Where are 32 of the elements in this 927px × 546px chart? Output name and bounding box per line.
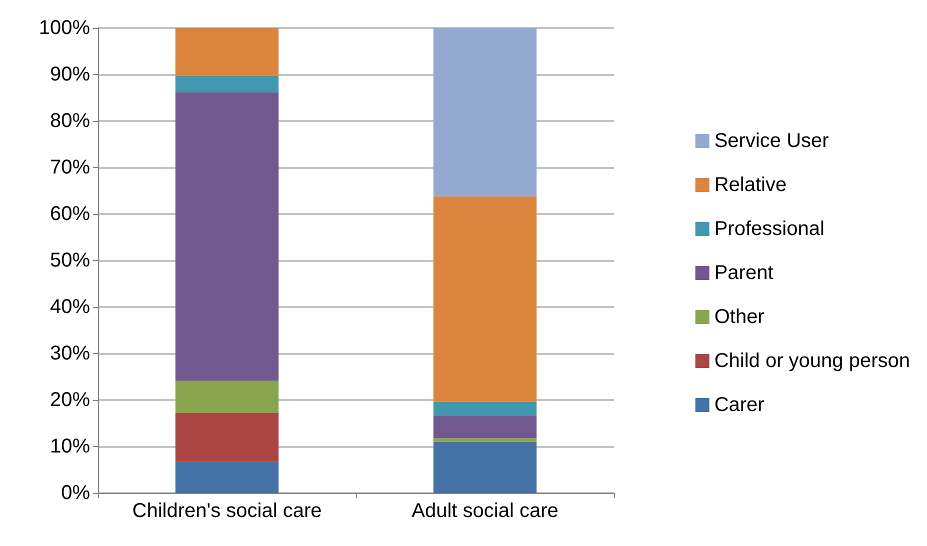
y-tick-label: 50% xyxy=(50,250,90,272)
bar xyxy=(175,413,279,462)
legend-label: Service User xyxy=(714,130,830,152)
bar xyxy=(175,462,279,493)
bar xyxy=(433,442,537,493)
legend-label: Child or young person xyxy=(714,350,910,372)
bar xyxy=(175,76,279,92)
bar xyxy=(433,438,537,442)
y-tick-label: 70% xyxy=(50,156,90,178)
x-tick-label: Children's social care xyxy=(132,500,322,522)
bar xyxy=(433,196,537,402)
bar xyxy=(175,380,279,414)
y-tick-label: 90% xyxy=(50,64,90,86)
bar xyxy=(433,415,537,438)
legend-label: Other xyxy=(714,306,765,328)
y-tick-label: 40% xyxy=(50,296,90,318)
y-tick-label: 80% xyxy=(50,110,90,132)
legend-label: Relative xyxy=(714,174,787,196)
y-tick-label: 30% xyxy=(50,342,90,364)
y-tick-label: 60% xyxy=(50,203,90,225)
y-tick-label: 10% xyxy=(50,436,90,458)
y-tick-label: 100% xyxy=(38,17,90,39)
bar xyxy=(175,92,279,381)
legend-label: Carer xyxy=(714,394,765,416)
x-tick-label: Adult social care xyxy=(412,500,558,522)
legend-label: Parent xyxy=(714,262,774,284)
legend-label: Professional xyxy=(714,218,824,240)
bar xyxy=(433,28,537,196)
y-tick-label: 20% xyxy=(50,389,90,411)
bar xyxy=(175,28,279,76)
y-tick-label: 0% xyxy=(61,482,90,504)
bar xyxy=(433,402,537,416)
